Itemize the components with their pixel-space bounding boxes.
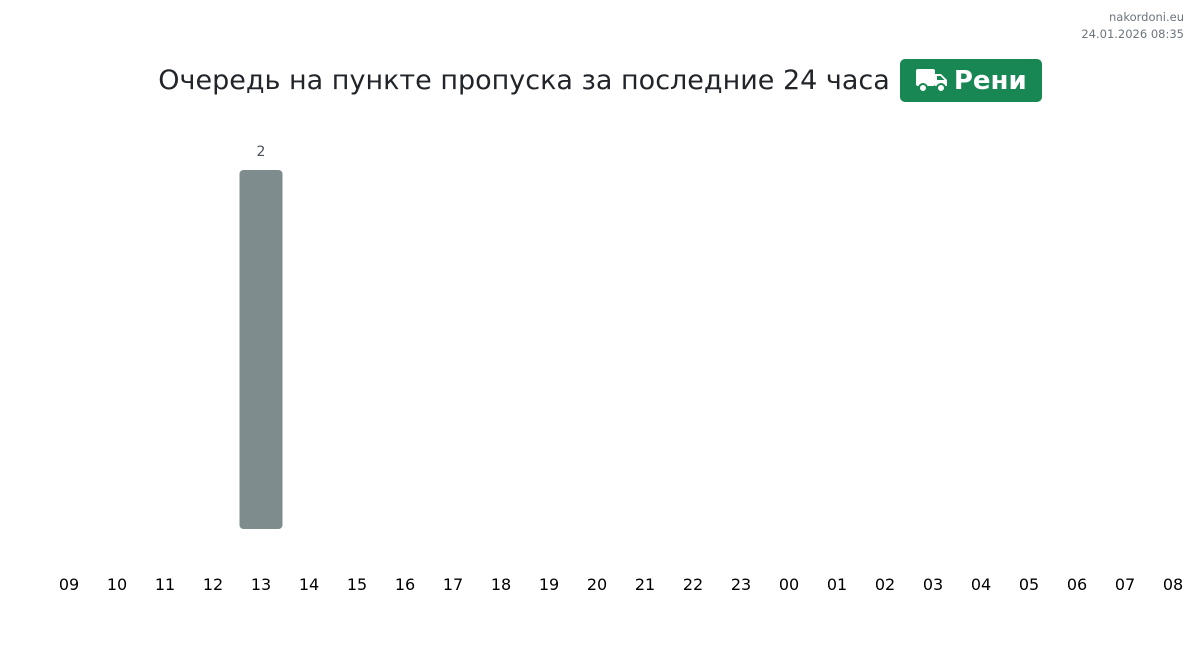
x-tick-label: 20 xyxy=(587,575,607,594)
x-tick-label: 16 xyxy=(395,575,415,594)
x-tick-label: 10 xyxy=(107,575,127,594)
page-title: Очередь на пункте пропуска за последние … xyxy=(158,65,890,96)
x-tick-label: 05 xyxy=(1019,575,1039,594)
bar-13 xyxy=(239,170,283,529)
x-tick-label: 07 xyxy=(1115,575,1135,594)
site-name: nakordoni.eu xyxy=(1109,10,1184,24)
x-tick-label: 01 xyxy=(827,575,847,594)
x-tick-label: 21 xyxy=(635,575,655,594)
meta-info: nakordoni.eu 24.01.2026 08:35 xyxy=(1081,9,1184,43)
x-tick-label: 00 xyxy=(779,575,799,594)
timestamp: 24.01.2026 08:35 xyxy=(1081,27,1184,41)
x-tick-label: 23 xyxy=(731,575,751,594)
x-tick-label: 09 xyxy=(59,575,79,594)
checkpoint-name: Рени xyxy=(953,65,1027,96)
x-tick-label: 08 xyxy=(1163,575,1183,594)
x-tick-label: 11 xyxy=(155,575,175,594)
checkpoint-badge: Рени xyxy=(899,59,1042,102)
x-tick-label: 22 xyxy=(683,575,703,594)
x-tick-label: 06 xyxy=(1067,575,1087,594)
x-tick-label: 15 xyxy=(347,575,367,594)
x-tick-label: 14 xyxy=(299,575,319,594)
x-tick-label: 04 xyxy=(971,575,991,594)
x-tick-label: 02 xyxy=(875,575,895,594)
truck-icon xyxy=(915,68,947,93)
x-tick-label: 17 xyxy=(443,575,463,594)
x-tick-label: 12 xyxy=(203,575,223,594)
x-tick-label: 03 xyxy=(923,575,943,594)
x-tick-label: 18 xyxy=(491,575,511,594)
header: Очередь на пункте пропуска за последние … xyxy=(0,59,1200,102)
x-tick-label: 13 xyxy=(251,575,271,594)
x-tick-label: 19 xyxy=(539,575,559,594)
data-label: 2 xyxy=(257,144,266,160)
